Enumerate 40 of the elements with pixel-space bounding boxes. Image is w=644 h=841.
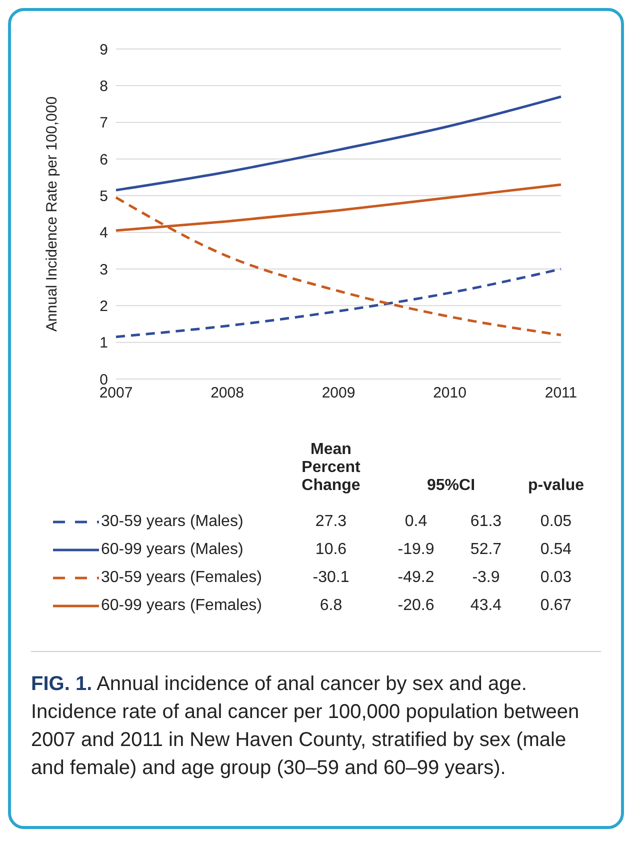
y-tick-label: 8 xyxy=(100,78,108,95)
text: 61.3 xyxy=(469,512,503,532)
x-tick-label: 2008 xyxy=(210,384,244,402)
y-tick-label: 4 xyxy=(100,224,108,242)
text: -3.9 xyxy=(471,568,501,588)
line-series xyxy=(114,95,562,192)
legend-label: 60-99 years (Females) xyxy=(101,596,262,616)
text: 52.7 xyxy=(469,540,503,560)
text: -20.6 xyxy=(396,596,436,616)
text: 0.03 xyxy=(539,568,573,588)
y-tick-label: 7 xyxy=(100,114,108,132)
text: 43.4 xyxy=(469,596,503,616)
caption: FIG. 1. xyxy=(31,673,92,695)
x-tick-label: 2011 xyxy=(544,384,578,402)
text: 0.4 xyxy=(404,512,428,532)
x-tick-label: 2009 xyxy=(322,384,356,402)
legend-label: 30-59 years (Females) xyxy=(101,568,262,588)
text: 0.67 xyxy=(539,596,573,616)
text: p-value xyxy=(526,477,585,495)
y-tick-label: 1 xyxy=(100,334,108,352)
text: 0.05 xyxy=(539,512,573,532)
text: -49.2 xyxy=(396,568,436,588)
y-axis-title: Annual Incidence Rate per 100,000 xyxy=(43,96,60,332)
text: 10.6 xyxy=(314,540,348,560)
text: -30.1 xyxy=(312,568,350,588)
text: 0.54 xyxy=(539,540,573,560)
line-series xyxy=(114,268,562,338)
y-tick-label: 3 xyxy=(100,261,108,278)
y-tick-label: 6 xyxy=(100,151,108,168)
y-tick-label: 2 xyxy=(100,298,108,315)
text: -19.9 xyxy=(396,540,436,560)
legend-label: 60-99 years (Males) xyxy=(101,540,244,560)
y-tick-label: 5 xyxy=(100,188,108,205)
text: 6.8 xyxy=(318,596,344,616)
y-tick-label: 9 xyxy=(100,41,108,58)
text: 27.3 xyxy=(314,512,348,532)
text: Mean Percent Change xyxy=(300,441,362,495)
text: 95%CI xyxy=(426,477,476,495)
x-tick-label: 2010 xyxy=(433,384,466,402)
legend-label: 30-59 years (Males) xyxy=(101,512,244,532)
